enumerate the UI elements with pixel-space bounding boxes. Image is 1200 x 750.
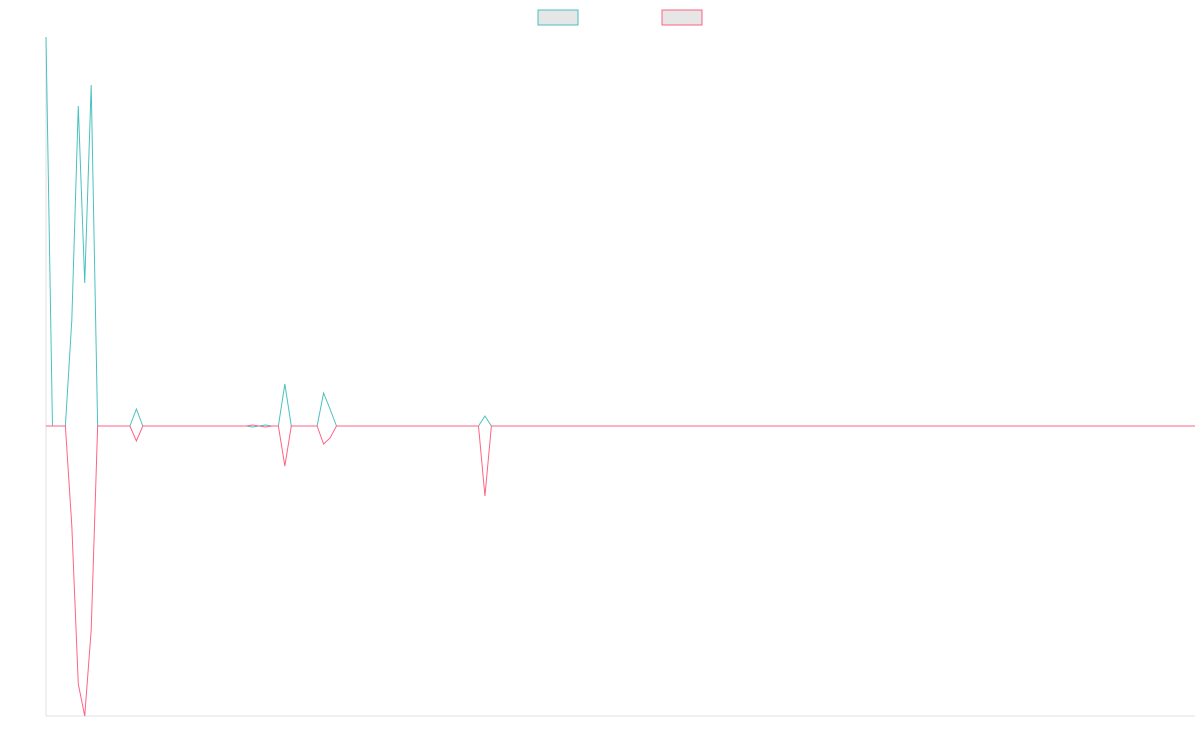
legend-swatch[interactable]	[537, 9, 579, 26]
series-line	[45, 36, 1195, 428]
legend-swatch[interactable]	[661, 9, 703, 26]
series-line	[46, 424, 1195, 717]
